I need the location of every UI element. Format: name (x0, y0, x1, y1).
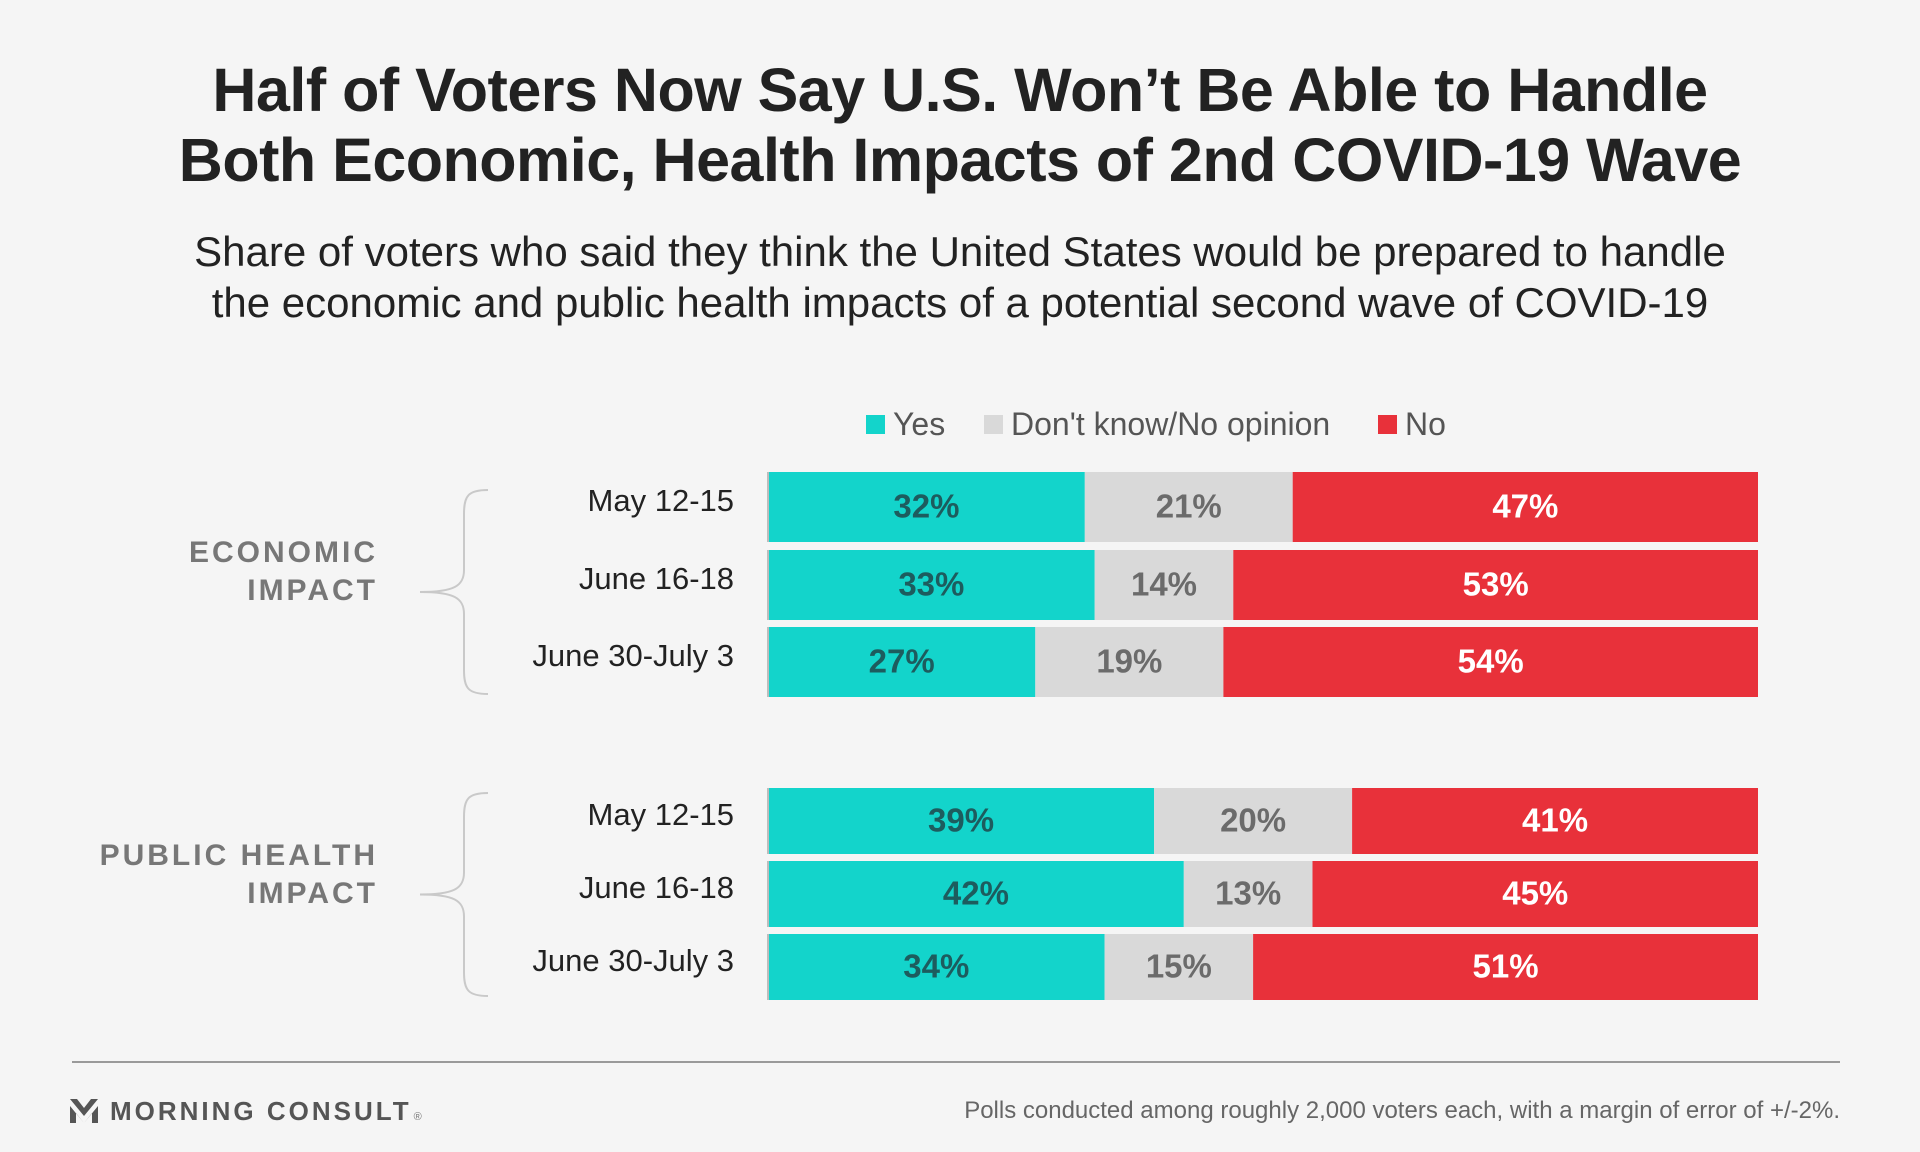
legend-swatch-yes (866, 415, 885, 435)
chart-subtitle: Share of voters who said they think the … (0, 226, 1920, 328)
bar-value-label: 54% (1458, 643, 1524, 680)
chart-subtitle-line-2: the economic and public health impacts o… (211, 279, 1709, 326)
bar-value-label: 47% (1492, 488, 1558, 525)
bar-segment (1094, 550, 1234, 620)
row-category-label: June 30-July 3 (532, 943, 734, 978)
bar-segment (768, 627, 1036, 697)
bar-segment (1292, 472, 1758, 542)
bar-segment (768, 550, 1095, 620)
group-label-line: ECONOMIC (189, 536, 378, 569)
bar-value-label: 14% (1131, 566, 1197, 603)
group-bracket (419, 489, 489, 695)
bar-segment (768, 934, 1105, 1000)
bar-segment (1035, 627, 1224, 697)
bar-value-label: 51% (1473, 948, 1539, 985)
bar-segment (1183, 861, 1313, 927)
legend-item-dont-know: Don't know/No opinion (984, 404, 1330, 444)
legend-item-yes: Yes (866, 404, 945, 444)
legend-label-dont-know: Don't know/No opinion (1011, 406, 1331, 442)
brand-name: MORNING CONSULT (110, 1096, 412, 1126)
bar-value-label: 20% (1220, 802, 1286, 839)
group-label-line: IMPACT (247, 877, 378, 910)
bar-value-label: 39% (928, 802, 994, 839)
legend-swatch-dont-know (984, 415, 1003, 435)
bar-value-label: 53% (1463, 566, 1529, 603)
bar-segment (1084, 472, 1293, 542)
bar-value-label: 15% (1146, 948, 1212, 985)
group-label-line: IMPACT (247, 574, 378, 607)
bar-value-label: 34% (903, 948, 969, 985)
bar-value-label: 42% (943, 875, 1009, 912)
bar-group-0: ECONOMIC IMPACT May 12-15 32% 21% 47% June 16-… (189, 472, 1758, 697)
chart-title-line-2: Both Economic, Health Impacts of 2nd COV… (178, 126, 1742, 194)
chart-legend: Yes Don't know/No opinion No (0, 404, 1920, 444)
chart-title-line-1: Half of Voters Now Say U.S. Won’t Be Abl… (212, 56, 1708, 124)
bar-value-label: 21% (1156, 488, 1222, 525)
bar-value-label: 32% (893, 488, 959, 525)
bar-segment (768, 788, 1155, 854)
group-bracket (419, 792, 489, 997)
bar-segment (1233, 550, 1758, 620)
row-category-label: June 16-18 (579, 870, 734, 905)
row-category-label: June 16-18 (579, 561, 734, 596)
bar-segment (1154, 788, 1353, 854)
legend-label-yes: Yes (893, 406, 946, 442)
row-category-label: May 12-15 (588, 797, 734, 832)
chart-subtitle-line-1: Share of voters who said they think the … (194, 228, 1726, 275)
bar-segment (768, 472, 1085, 542)
bar-value-label: 19% (1096, 643, 1162, 680)
morning-consult-logo-icon (70, 1099, 98, 1123)
legend-swatch-no (1378, 415, 1397, 435)
bar-segment (1253, 934, 1758, 1000)
legend-label-no: No (1405, 406, 1446, 442)
brand-logo: MORNING CONSULT ® (70, 1091, 422, 1131)
brand-registered-mark: ® (413, 1111, 422, 1123)
bar-segment (1104, 934, 1254, 1000)
chart-title: Half of Voters Now Say U.S. Won’t Be Abl… (0, 55, 1920, 195)
bar-segment (1352, 788, 1758, 854)
legend-item-no: No (1378, 404, 1446, 444)
bar-value-label: 45% (1502, 875, 1568, 912)
bar-value-label: 13% (1215, 875, 1281, 912)
bar-group-1: PUBLIC HEALTH IMPACT May 12-15 39% 20% 41% Jun… (100, 788, 1758, 1000)
group-label-line: PUBLIC HEALTH (100, 839, 378, 872)
footnote: Polls conducted among roughly 2,000 vote… (964, 1097, 1840, 1124)
bar-segment (1223, 627, 1758, 697)
footer-divider (72, 1061, 1840, 1063)
bar-value-label: 33% (898, 566, 964, 603)
row-category-label: May 12-15 (588, 483, 734, 518)
bar-segment (768, 861, 1184, 927)
bar-value-label: 41% (1522, 802, 1588, 839)
bar-segment (1312, 861, 1758, 927)
bar-value-label: 27% (869, 643, 935, 680)
row-category-label: June 30-July 3 (532, 638, 734, 673)
